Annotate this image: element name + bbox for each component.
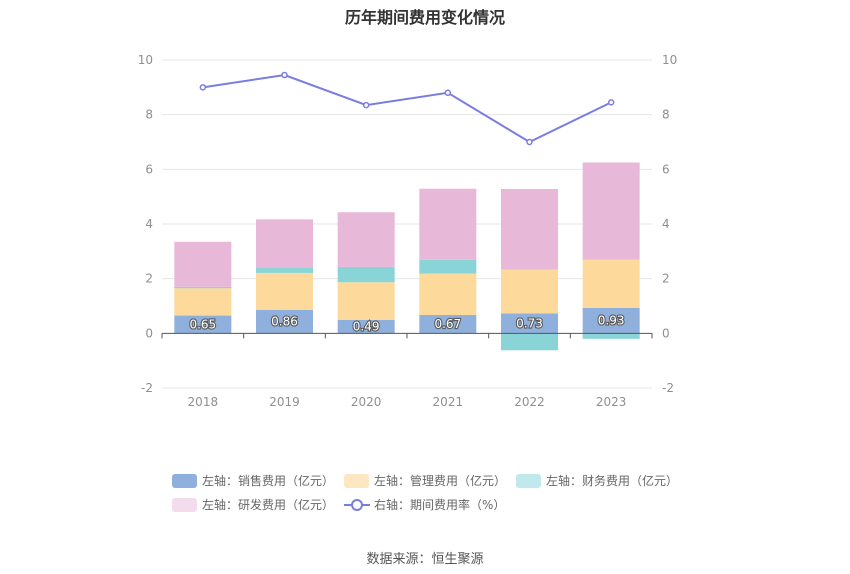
bar-segment (337, 282, 395, 320)
bar-segment (419, 273, 477, 316)
bar-segment (582, 333, 640, 339)
expense-rate-point (607, 99, 615, 106)
expense-rate-point (281, 71, 288, 79)
bar-segment (419, 259, 477, 274)
legend-label-finance: 左轴：财务费用（亿元） (546, 474, 679, 488)
legend-swatch-admin (344, 474, 369, 488)
bar-segment (337, 266, 395, 283)
expense-rate-point (362, 101, 370, 109)
left-axis-ticks: -2 0 2 4 6 8 10 (138, 53, 153, 395)
bar-segment (501, 189, 558, 270)
bar-segment (174, 286, 232, 289)
right-tick-label: 10 (662, 53, 677, 67)
expense-rate-line (202, 74, 612, 144)
expense-rate-point (444, 89, 452, 97)
bar-segment (256, 272, 313, 310)
bar-segment (174, 241, 232, 287)
bar-segment (582, 162, 640, 260)
legend-swatch-rnd (172, 498, 197, 512)
left-tick-label: 2 (145, 272, 153, 286)
legend-line-marker-icon (344, 499, 370, 511)
bar-segment (501, 313, 558, 334)
data-labels: 0.65 0.86 0.49 0.67 0.73 0.93 (188, 313, 625, 335)
bar-segment (419, 188, 477, 260)
bar-segment (174, 315, 232, 334)
x-tick-label: 2023 (596, 395, 627, 409)
sales-data-label: 0.49 (353, 320, 380, 334)
sales-data-label: 0.93 (598, 314, 625, 328)
legend-label-rnd: 左轴：研发费用（亿元） (202, 498, 335, 512)
legend-swatch-finance (516, 474, 541, 488)
sales-data-label: 0.86 (271, 315, 298, 329)
right-tick-label: -2 (662, 381, 674, 395)
left-tick-label: 6 (145, 162, 153, 176)
bar-segment (256, 219, 313, 269)
x-tick-label: 2018 (188, 395, 219, 409)
legend-label-admin: 左轴：管理费用（亿元） (374, 474, 507, 488)
bar-segment (501, 269, 558, 314)
bar-segment (256, 309, 313, 334)
bar-segment (582, 259, 640, 308)
bar-segment (256, 268, 313, 273)
x-tick-label: 2022 (514, 395, 545, 409)
bar-segment (174, 288, 232, 316)
chart-title: 历年期间费用变化情况 (344, 8, 505, 27)
right-tick-label: 0 (662, 326, 670, 340)
left-tick-label: -2 (141, 381, 153, 395)
expense-rate-point (526, 138, 533, 146)
bar-segment (419, 315, 477, 334)
bar-segment (582, 307, 640, 334)
right-axis-ticks: -2 0 2 4 6 8 10 (662, 53, 677, 395)
left-tick-label: 10 (138, 53, 153, 67)
right-tick-label: 6 (662, 162, 670, 176)
bar-segment (337, 319, 395, 334)
legend-label-expense-rate: 右轴：期间费用率（%） (374, 498, 506, 512)
left-tick-label: 4 (145, 217, 153, 231)
x-tick-label: 2021 (433, 395, 464, 409)
left-tick-label: 0 (145, 326, 153, 340)
x-tick-label: 2020 (351, 395, 382, 409)
line-series (199, 71, 615, 146)
bar-series (174, 162, 640, 351)
grid-lines (162, 59, 652, 389)
left-tick-label: 8 (145, 108, 153, 122)
x-tick-label: 2019 (269, 395, 300, 409)
bar-segment (501, 333, 558, 351)
x-axis-ticks: 2018 2019 2020 2021 2022 2023 (161, 333, 653, 409)
legend-label-sales: 左轴：销售费用（亿元） (202, 474, 335, 488)
right-tick-label: 8 (662, 108, 670, 122)
data-source: 数据来源：恒生聚源 (366, 552, 484, 567)
sales-data-label: 0.67 (434, 317, 461, 331)
right-tick-label: 2 (662, 272, 670, 286)
sales-data-label: 0.65 (189, 317, 216, 331)
expense-rate-point (199, 84, 207, 91)
right-tick-label: 4 (662, 217, 670, 231)
sales-data-label: 0.73 (516, 316, 543, 330)
legend-swatch-sales (172, 474, 197, 488)
bar-segment (337, 212, 395, 267)
